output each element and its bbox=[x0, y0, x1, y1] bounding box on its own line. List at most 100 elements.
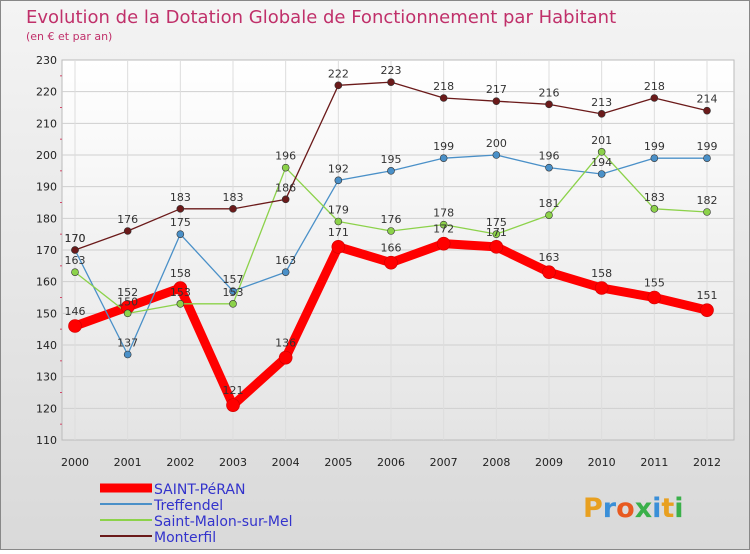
data-label: 153 bbox=[223, 286, 244, 299]
data-label: 214 bbox=[697, 93, 718, 106]
data-point bbox=[700, 303, 714, 317]
data-label: 171 bbox=[486, 226, 507, 239]
legend: SAINT-PéRANTreffendelSaint-Malon-sur-Mel… bbox=[100, 482, 292, 546]
data-point bbox=[489, 240, 504, 254]
data-point bbox=[647, 290, 662, 305]
data-point bbox=[123, 227, 132, 235]
legend-label: Monterfil bbox=[154, 530, 216, 546]
data-label: 218 bbox=[644, 80, 665, 93]
y-tick-label: 200 bbox=[36, 149, 57, 162]
data-label: 182 bbox=[697, 194, 718, 207]
legend-label: Treffendel bbox=[153, 498, 223, 514]
y-tick-label: 210 bbox=[36, 117, 57, 130]
data-point bbox=[384, 255, 398, 270]
data-label: 136 bbox=[275, 337, 296, 350]
data-label: 158 bbox=[170, 267, 191, 280]
data-point bbox=[387, 227, 395, 235]
data-label: 195 bbox=[381, 153, 402, 166]
data-label: 200 bbox=[486, 137, 507, 150]
data-label: 213 bbox=[591, 96, 612, 109]
y-tick-label: 230 bbox=[36, 54, 57, 67]
data-label: 175 bbox=[170, 216, 191, 229]
x-tick-label: 2002 bbox=[166, 456, 194, 469]
y-tick-label: 130 bbox=[36, 371, 57, 384]
data-label: 153 bbox=[170, 286, 191, 299]
chart-subtitle: (en € et par an) bbox=[26, 30, 112, 43]
data-label: 121 bbox=[223, 384, 244, 397]
data-label: 163 bbox=[539, 251, 560, 264]
data-point bbox=[650, 205, 659, 213]
data-point bbox=[597, 110, 606, 118]
legend-label: Saint-Malon-sur-Mel bbox=[154, 514, 292, 530]
y-tick-label: 150 bbox=[36, 307, 57, 320]
data-point bbox=[281, 268, 290, 276]
x-tick-label: 2001 bbox=[114, 456, 142, 469]
data-point bbox=[703, 106, 711, 115]
data-label: 172 bbox=[433, 223, 454, 236]
data-label: 170 bbox=[65, 232, 86, 245]
data-point bbox=[650, 94, 659, 102]
data-point bbox=[176, 300, 185, 308]
data-label: 171 bbox=[328, 226, 349, 239]
data-label: 178 bbox=[433, 207, 454, 220]
y-tick-label: 220 bbox=[36, 86, 57, 99]
x-tick-label: 2005 bbox=[324, 456, 352, 469]
data-point bbox=[226, 398, 240, 412]
data-label: 223 bbox=[381, 64, 402, 77]
data-label: 218 bbox=[433, 80, 454, 93]
data-point bbox=[703, 154, 711, 162]
data-label: 186 bbox=[275, 181, 296, 194]
data-label: 176 bbox=[117, 213, 138, 226]
y-tick-label: 160 bbox=[36, 276, 57, 289]
data-point bbox=[439, 154, 448, 162]
data-label: 222 bbox=[328, 67, 349, 80]
data-label: 166 bbox=[381, 242, 402, 255]
data-point bbox=[492, 97, 501, 105]
data-point bbox=[229, 205, 237, 213]
data-point bbox=[123, 309, 132, 318]
data-label: 192 bbox=[328, 162, 349, 175]
proxiti-logo: Proxiti bbox=[583, 493, 684, 524]
data-point bbox=[123, 350, 132, 359]
data-point bbox=[703, 208, 711, 216]
x-tick-label: 2003 bbox=[219, 456, 247, 469]
x-tick-label: 2008 bbox=[482, 456, 510, 469]
y-axis: 110 120 130 140 150 160 170 180 190 200 210 220 230 bbox=[36, 54, 57, 447]
x-tick-label: 2000 bbox=[61, 456, 89, 469]
data-point bbox=[387, 167, 395, 175]
data-label: 181 bbox=[539, 197, 560, 210]
y-tick-label: 170 bbox=[36, 244, 57, 257]
data-label: 196 bbox=[275, 150, 296, 163]
data-label: 176 bbox=[381, 213, 402, 226]
data-point bbox=[387, 78, 395, 86]
data-point bbox=[334, 176, 343, 185]
y-tick-label: 110 bbox=[36, 434, 57, 447]
data-point bbox=[492, 151, 501, 159]
data-label: 175 bbox=[486, 216, 507, 229]
data-label: 183 bbox=[644, 191, 665, 204]
x-axis: 2000 2001 2002 2003 2004 2005 2006 2007 2008 2009… bbox=[61, 456, 721, 469]
data-point bbox=[229, 287, 237, 295]
data-point bbox=[173, 281, 188, 295]
data-label: 163 bbox=[65, 254, 86, 267]
x-tick-label: 2012 bbox=[693, 456, 721, 469]
data-point bbox=[597, 148, 606, 156]
data-label: 150 bbox=[117, 295, 138, 308]
data-labels: 146 152 158 121 136 171 166 172 171 163 158 155 151 1… bbox=[65, 64, 718, 397]
x-tick-label: 2004 bbox=[272, 456, 300, 469]
data-point bbox=[176, 205, 185, 213]
y-tick-label: 120 bbox=[36, 402, 57, 415]
x-tick-label: 2011 bbox=[640, 456, 668, 469]
data-point bbox=[176, 230, 185, 238]
legend-label: SAINT-PéRAN bbox=[154, 482, 245, 498]
data-label: 170 bbox=[65, 232, 86, 245]
data-point bbox=[68, 319, 82, 333]
data-point bbox=[71, 246, 79, 254]
chart-title: Evolution de la Dotation Globale de Fonc… bbox=[26, 7, 616, 28]
x-tick-label: 2006 bbox=[377, 456, 405, 469]
data-point bbox=[436, 236, 451, 251]
data-label: 217 bbox=[486, 83, 507, 96]
data-label: 158 bbox=[591, 267, 612, 280]
